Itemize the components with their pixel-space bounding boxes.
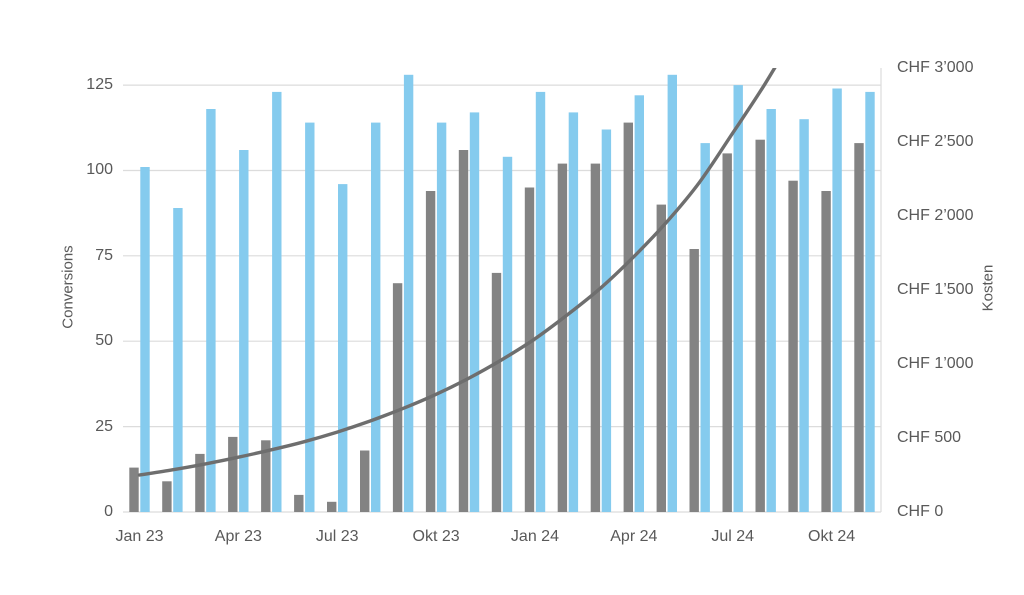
y2-axis-tick-label: CHF 1’000 xyxy=(897,355,974,372)
blue-bar xyxy=(733,85,743,512)
blue-bar xyxy=(865,91,875,513)
x-axis-tick-label: Apr 23 xyxy=(214,528,262,545)
gray-bar xyxy=(524,187,535,512)
gray-bar xyxy=(755,139,765,512)
y2-axis-tick-label: CHF 500 xyxy=(897,429,962,446)
blue-bar xyxy=(700,143,710,512)
gray-bar xyxy=(228,436,238,512)
blue-bar xyxy=(601,129,612,512)
x-axis-tick-label: Apr 24 xyxy=(610,528,658,545)
y2-axis-tick-label: CHF 2’500 xyxy=(897,133,974,150)
blue-bar xyxy=(272,91,282,513)
blue-bar xyxy=(371,122,381,512)
gray-bar-series xyxy=(129,122,864,512)
gray-bar xyxy=(656,204,666,512)
blue-bar xyxy=(766,109,776,512)
left-axis-title: Conversions xyxy=(59,245,77,329)
blue-bar xyxy=(239,150,249,512)
blue-bar xyxy=(469,112,480,513)
y-axis-tick-label: 125 xyxy=(86,76,113,94)
blue-bar-series xyxy=(140,74,875,513)
x-axis-tick-label: Jul 23 xyxy=(315,528,359,545)
blue-bar xyxy=(140,167,150,512)
gray-bar xyxy=(458,150,469,512)
blue-bar xyxy=(667,74,677,513)
gray-bar xyxy=(854,143,864,512)
y-axis-tick-label: 75 xyxy=(95,246,113,264)
y-axis-tick-label: 0 xyxy=(104,503,113,520)
x-axis-tick-label: Jan 23 xyxy=(115,528,164,545)
gray-bar xyxy=(491,272,502,512)
y2-axis-tick-label: CHF 0 xyxy=(897,503,944,520)
gray-bar xyxy=(392,283,403,512)
right-axis-title: Kosten xyxy=(979,264,997,312)
gray-bar xyxy=(821,191,831,512)
kosten-line xyxy=(137,68,777,477)
blue-bar xyxy=(206,109,216,512)
gray-bar xyxy=(129,467,139,512)
blue-bar xyxy=(799,119,809,512)
blue-bar xyxy=(173,208,183,512)
blue-bar xyxy=(502,156,513,513)
blue-bar xyxy=(535,91,546,513)
gray-bar xyxy=(360,450,370,512)
y-axis-tick-label: 50 xyxy=(95,332,113,350)
blue-bar xyxy=(634,95,644,513)
gray-bar xyxy=(557,163,568,512)
blue-bar xyxy=(403,74,414,513)
y-axis-tick-label: 25 xyxy=(95,417,113,435)
gray-bar xyxy=(162,481,172,512)
gray-bar xyxy=(689,249,699,512)
y2-axis-tick-label: CHF 3’000 xyxy=(897,59,974,76)
blue-bar xyxy=(436,122,447,512)
blue-bar xyxy=(338,184,348,512)
gray-bar xyxy=(261,440,271,512)
y2-axis-tick-label: CHF 1’500 xyxy=(897,281,974,298)
y-axis-tick-label: 100 xyxy=(86,161,113,179)
gray-bar xyxy=(327,501,337,512)
gridlines xyxy=(123,84,881,513)
blue-bar xyxy=(832,88,842,512)
gray-bar xyxy=(623,122,633,512)
gray-bar xyxy=(788,180,798,512)
x-axis-tick-label: Okt 23 xyxy=(412,528,460,545)
y2-axis-tick-label: CHF 2’000 xyxy=(897,207,974,224)
gray-bar xyxy=(722,153,732,512)
gray-bar xyxy=(590,163,601,512)
x-axis-tick-label: Okt 24 xyxy=(807,528,856,545)
gray-bar xyxy=(294,494,304,512)
gray-bar xyxy=(195,453,205,512)
gray-bar xyxy=(425,191,436,512)
x-axis-tick-label: Jul 24 xyxy=(711,528,755,545)
blue-bar xyxy=(305,122,315,512)
x-axis-tick-label: Jan 24 xyxy=(510,528,559,545)
